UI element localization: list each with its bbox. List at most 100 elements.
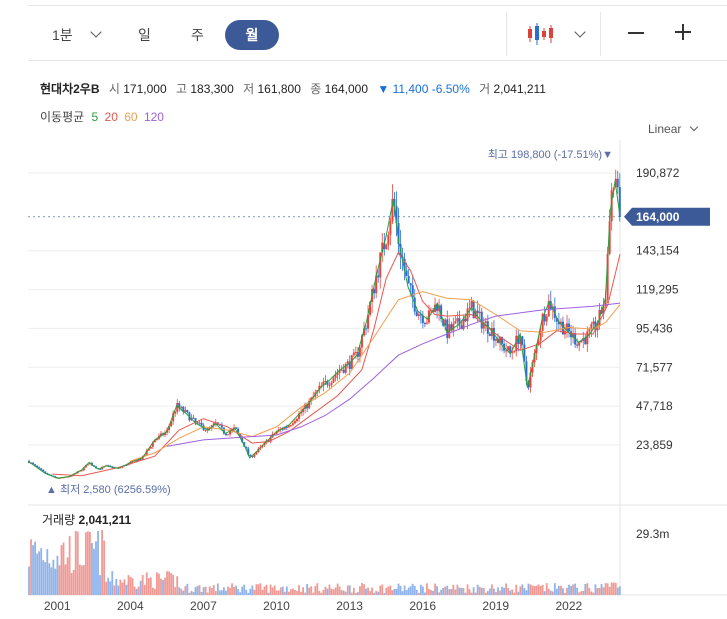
volume-bar (417, 592, 420, 595)
volume-bar (361, 583, 363, 595)
volume-bar (82, 565, 85, 595)
min-price-label: ▲ 최저 2,580 (6256.59%) (46, 483, 171, 496)
candle-body (247, 448, 250, 455)
candle-body (511, 351, 514, 353)
volume-bar (610, 582, 613, 595)
period-day[interactable]: 일 (138, 27, 151, 43)
volume-bar (93, 548, 95, 595)
zoom-out-button[interactable] (628, 32, 644, 34)
candle-body (245, 446, 248, 449)
volume-bar (340, 590, 343, 595)
candle-body (499, 336, 502, 343)
volume-bar (28, 566, 30, 595)
volume-bar (523, 587, 526, 595)
candle-body (180, 406, 183, 408)
volume-bar (281, 586, 284, 595)
volume-bar (285, 586, 288, 595)
volume-bar (275, 590, 278, 595)
close-label: 종 (310, 82, 322, 96)
candle-body (385, 244, 388, 250)
volume-bar (574, 583, 577, 595)
zoom-in-button[interactable] (675, 24, 691, 40)
volume-bar (310, 586, 313, 595)
volume-bar (389, 585, 392, 595)
volume-bar (265, 584, 268, 595)
volume-bar (206, 592, 209, 595)
volume-bar (194, 587, 197, 595)
volume-bar (460, 587, 463, 595)
candle-body (289, 424, 292, 426)
volume-bar (184, 586, 187, 595)
ma120-line (166, 302, 621, 447)
candle-body (218, 424, 221, 426)
candle-body (358, 347, 361, 357)
candle-body (287, 425, 290, 428)
candle-body (275, 431, 278, 434)
volume-bar (312, 592, 315, 595)
scale-dropdown[interactable]: Linear (648, 122, 698, 136)
candle-body (535, 345, 538, 354)
volume-bar (186, 583, 189, 595)
volume-bar (456, 584, 459, 595)
candle-body (480, 311, 483, 329)
candle-body (409, 283, 412, 286)
candle-body (32, 462, 35, 465)
volume-bar (190, 590, 193, 595)
candle-body (602, 306, 605, 314)
volume-bar (99, 575, 101, 595)
volume-bar (95, 541, 97, 595)
candle-body (513, 351, 516, 353)
volume-bar (70, 573, 73, 595)
ma-legend: 이동평균 5 20 60 120 (40, 108, 164, 125)
candle-body (468, 307, 471, 309)
y-tick-label: 190,872 (636, 166, 680, 180)
volume-bar (105, 581, 108, 595)
volume-bar (527, 583, 530, 595)
volume-bar (397, 583, 400, 595)
candle-body (295, 418, 298, 422)
volume-bar (216, 583, 219, 595)
volume-bar (294, 589, 296, 595)
volume-bar (80, 565, 83, 595)
candle-body (604, 299, 607, 307)
candle-body (147, 448, 150, 451)
candle-body (149, 446, 152, 449)
candle-body (373, 288, 376, 294)
period-1min[interactable]: 1분 (52, 27, 73, 43)
volume-bar (328, 584, 331, 595)
x-tick-label: 2001 (44, 599, 71, 613)
quote-summary: 현대차2우B 시 171,000 고 183,300 저 161,800 종 1… (40, 80, 546, 97)
candle-body (241, 437, 244, 443)
candle-body (393, 198, 396, 207)
volume-bar (551, 591, 554, 595)
volume-bar (89, 531, 91, 595)
candle-body (155, 438, 158, 441)
candle-body (417, 314, 420, 316)
x-tick-label: 2016 (409, 599, 436, 613)
candle-body (543, 313, 546, 322)
candle-body (523, 344, 526, 362)
period-month[interactable]: 월 (225, 20, 279, 50)
volume-bar (208, 586, 211, 595)
volume-bar (557, 585, 560, 595)
volume-bar (292, 588, 294, 595)
volume-bar (428, 588, 430, 595)
period-week[interactable]: 주 (191, 27, 204, 43)
volume-bar (426, 583, 428, 595)
volume-bar (74, 530, 77, 595)
volume-panel-title: 거래량 (42, 513, 76, 527)
volume-bar (616, 587, 619, 595)
candle-body (460, 325, 463, 330)
volume-bar (570, 585, 572, 595)
candle-body (478, 311, 481, 314)
candle-body (222, 427, 225, 434)
candle-body (324, 381, 327, 383)
volume-panel-label: 거래량 2,041,211 (42, 511, 131, 528)
volume-bar (42, 560, 45, 595)
volume-bar (188, 592, 191, 595)
candlestick-chart-type-icon[interactable] (526, 20, 554, 48)
candle-body (86, 464, 89, 466)
volume-bar (369, 591, 371, 595)
candle-body (192, 417, 195, 419)
